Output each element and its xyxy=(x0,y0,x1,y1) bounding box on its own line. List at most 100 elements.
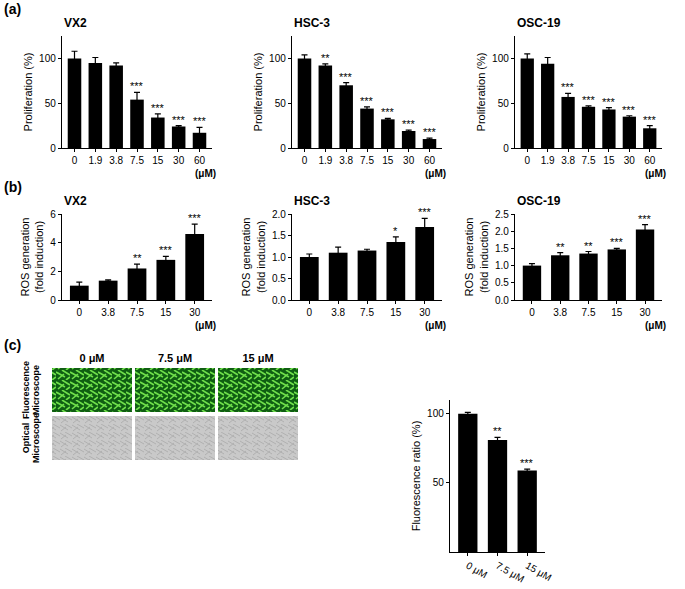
svg-text:15: 15 xyxy=(152,155,164,166)
svg-text:3.8: 3.8 xyxy=(331,307,345,318)
svg-text:50: 50 xyxy=(45,98,57,109)
svg-text:30: 30 xyxy=(419,307,431,318)
svg-text:50: 50 xyxy=(275,98,287,109)
svg-text:**: ** xyxy=(584,240,593,252)
svg-text:1.0: 1.0 xyxy=(495,260,509,271)
svg-text:***: *** xyxy=(402,118,416,130)
svg-text:2: 2 xyxy=(50,266,56,277)
svg-text:15: 15 xyxy=(390,307,402,318)
svg-text:ROS generation(fold induction): ROS generation(fold induction) xyxy=(240,218,266,297)
svg-text:100: 100 xyxy=(269,53,286,64)
svg-text:100: 100 xyxy=(39,53,56,64)
svg-text:7.5: 7.5 xyxy=(360,307,374,318)
svg-text:1.9: 1.9 xyxy=(318,155,332,166)
svg-text:***: *** xyxy=(130,80,144,92)
svg-text:0: 0 xyxy=(72,155,78,166)
svg-text:7.5: 7.5 xyxy=(360,155,374,166)
svg-text:15: 15 xyxy=(160,307,172,318)
svg-text:6: 6 xyxy=(50,209,56,220)
svg-text:0: 0 xyxy=(307,307,313,318)
svg-text:3.8: 3.8 xyxy=(553,307,567,318)
svg-text:0 μM: 0 μM xyxy=(79,352,104,364)
svg-text:***: *** xyxy=(339,71,353,83)
svg-text:(c): (c) xyxy=(4,337,21,353)
svg-text:0.5: 0.5 xyxy=(495,277,509,288)
svg-text:Proliferation (%): Proliferation (%) xyxy=(22,53,34,132)
svg-text:ROS generation(fold induction): ROS generation(fold induction) xyxy=(463,218,489,297)
svg-text:2.0: 2.0 xyxy=(272,209,286,220)
svg-text:7.5 μM: 7.5 μM xyxy=(158,352,192,364)
svg-text:60: 60 xyxy=(424,155,436,166)
svg-text:(b): (b) xyxy=(4,179,22,195)
svg-text:3.8: 3.8 xyxy=(561,155,575,166)
svg-text:4: 4 xyxy=(50,237,56,248)
svg-text:7.5: 7.5 xyxy=(130,307,144,318)
svg-text:30: 30 xyxy=(173,155,185,166)
svg-text:(μM): (μM) xyxy=(425,320,446,331)
svg-text:1.5: 1.5 xyxy=(272,230,286,241)
svg-text:*: * xyxy=(393,225,398,237)
svg-text:***: *** xyxy=(582,94,596,106)
svg-text:**: ** xyxy=(321,52,330,64)
svg-text:2.0: 2.0 xyxy=(495,226,509,237)
svg-text:15 μM: 15 μM xyxy=(524,560,554,584)
svg-text:OSC-19: OSC-19 xyxy=(517,16,561,30)
svg-text:0 μM: 0 μM xyxy=(464,560,489,581)
svg-text:***: *** xyxy=(151,102,165,114)
svg-text:***: *** xyxy=(622,104,636,116)
svg-text:**: ** xyxy=(133,252,142,264)
svg-text:Proliferation (%): Proliferation (%) xyxy=(252,53,264,132)
svg-text:7.5: 7.5 xyxy=(130,155,144,166)
svg-text:50: 50 xyxy=(498,98,510,109)
svg-text:OpticalMicroscope: OpticalMicroscope xyxy=(21,413,41,463)
svg-text:***: *** xyxy=(643,114,657,126)
svg-text:30: 30 xyxy=(624,155,636,166)
svg-text:30: 30 xyxy=(189,307,201,318)
svg-text:***: *** xyxy=(159,244,173,256)
svg-text:3.8: 3.8 xyxy=(109,155,123,166)
svg-text:0: 0 xyxy=(302,155,308,166)
svg-text:(a): (a) xyxy=(4,1,21,17)
svg-text:**: ** xyxy=(556,241,565,253)
svg-text:15: 15 xyxy=(382,155,394,166)
svg-text:***: *** xyxy=(561,81,575,93)
svg-text:0: 0 xyxy=(280,143,286,154)
svg-text:0: 0 xyxy=(524,155,530,166)
svg-text:***: *** xyxy=(172,114,186,126)
svg-text:1.0: 1.0 xyxy=(272,252,286,263)
svg-text:***: *** xyxy=(188,212,202,224)
svg-text:Fluorescence ratio (%): Fluorescence ratio (%) xyxy=(410,421,422,532)
svg-text:1.9: 1.9 xyxy=(541,155,555,166)
svg-text:7.5: 7.5 xyxy=(582,307,596,318)
svg-text:100: 100 xyxy=(492,53,509,64)
svg-text:1.9: 1.9 xyxy=(88,155,102,166)
svg-text:7.5 μM: 7.5 μM xyxy=(494,560,526,585)
svg-text:30: 30 xyxy=(403,155,415,166)
svg-text:30: 30 xyxy=(639,307,651,318)
svg-text:OSC-19: OSC-19 xyxy=(517,194,561,208)
svg-text:HSC-3: HSC-3 xyxy=(294,16,330,30)
svg-text:***: *** xyxy=(602,96,616,108)
svg-text:VX2: VX2 xyxy=(64,194,87,208)
svg-text:(μM): (μM) xyxy=(195,320,216,331)
svg-text:3.8: 3.8 xyxy=(101,307,115,318)
svg-text:HSC-3: HSC-3 xyxy=(294,194,330,208)
svg-text:0: 0 xyxy=(77,307,83,318)
svg-text:60: 60 xyxy=(644,155,656,166)
svg-text:(μM): (μM) xyxy=(645,168,666,179)
svg-text:15 μM: 15 μM xyxy=(242,352,273,364)
svg-text:Proliferation (%): Proliferation (%) xyxy=(475,53,487,132)
svg-text:0.0: 0.0 xyxy=(495,295,509,306)
svg-text:50: 50 xyxy=(433,477,445,488)
svg-text:**: ** xyxy=(493,425,502,437)
svg-text:***: *** xyxy=(381,106,395,118)
svg-text:7.5: 7.5 xyxy=(582,155,596,166)
svg-text:100: 100 xyxy=(427,408,444,419)
svg-text:FluorescenceMicroscope: FluorescenceMicroscope xyxy=(21,361,41,419)
svg-text:0: 0 xyxy=(50,143,56,154)
svg-text:(μM): (μM) xyxy=(195,168,216,179)
svg-text:1.5: 1.5 xyxy=(495,243,509,254)
svg-text:2.5: 2.5 xyxy=(495,209,509,220)
svg-text:0: 0 xyxy=(50,295,56,306)
svg-text:***: *** xyxy=(610,236,624,248)
